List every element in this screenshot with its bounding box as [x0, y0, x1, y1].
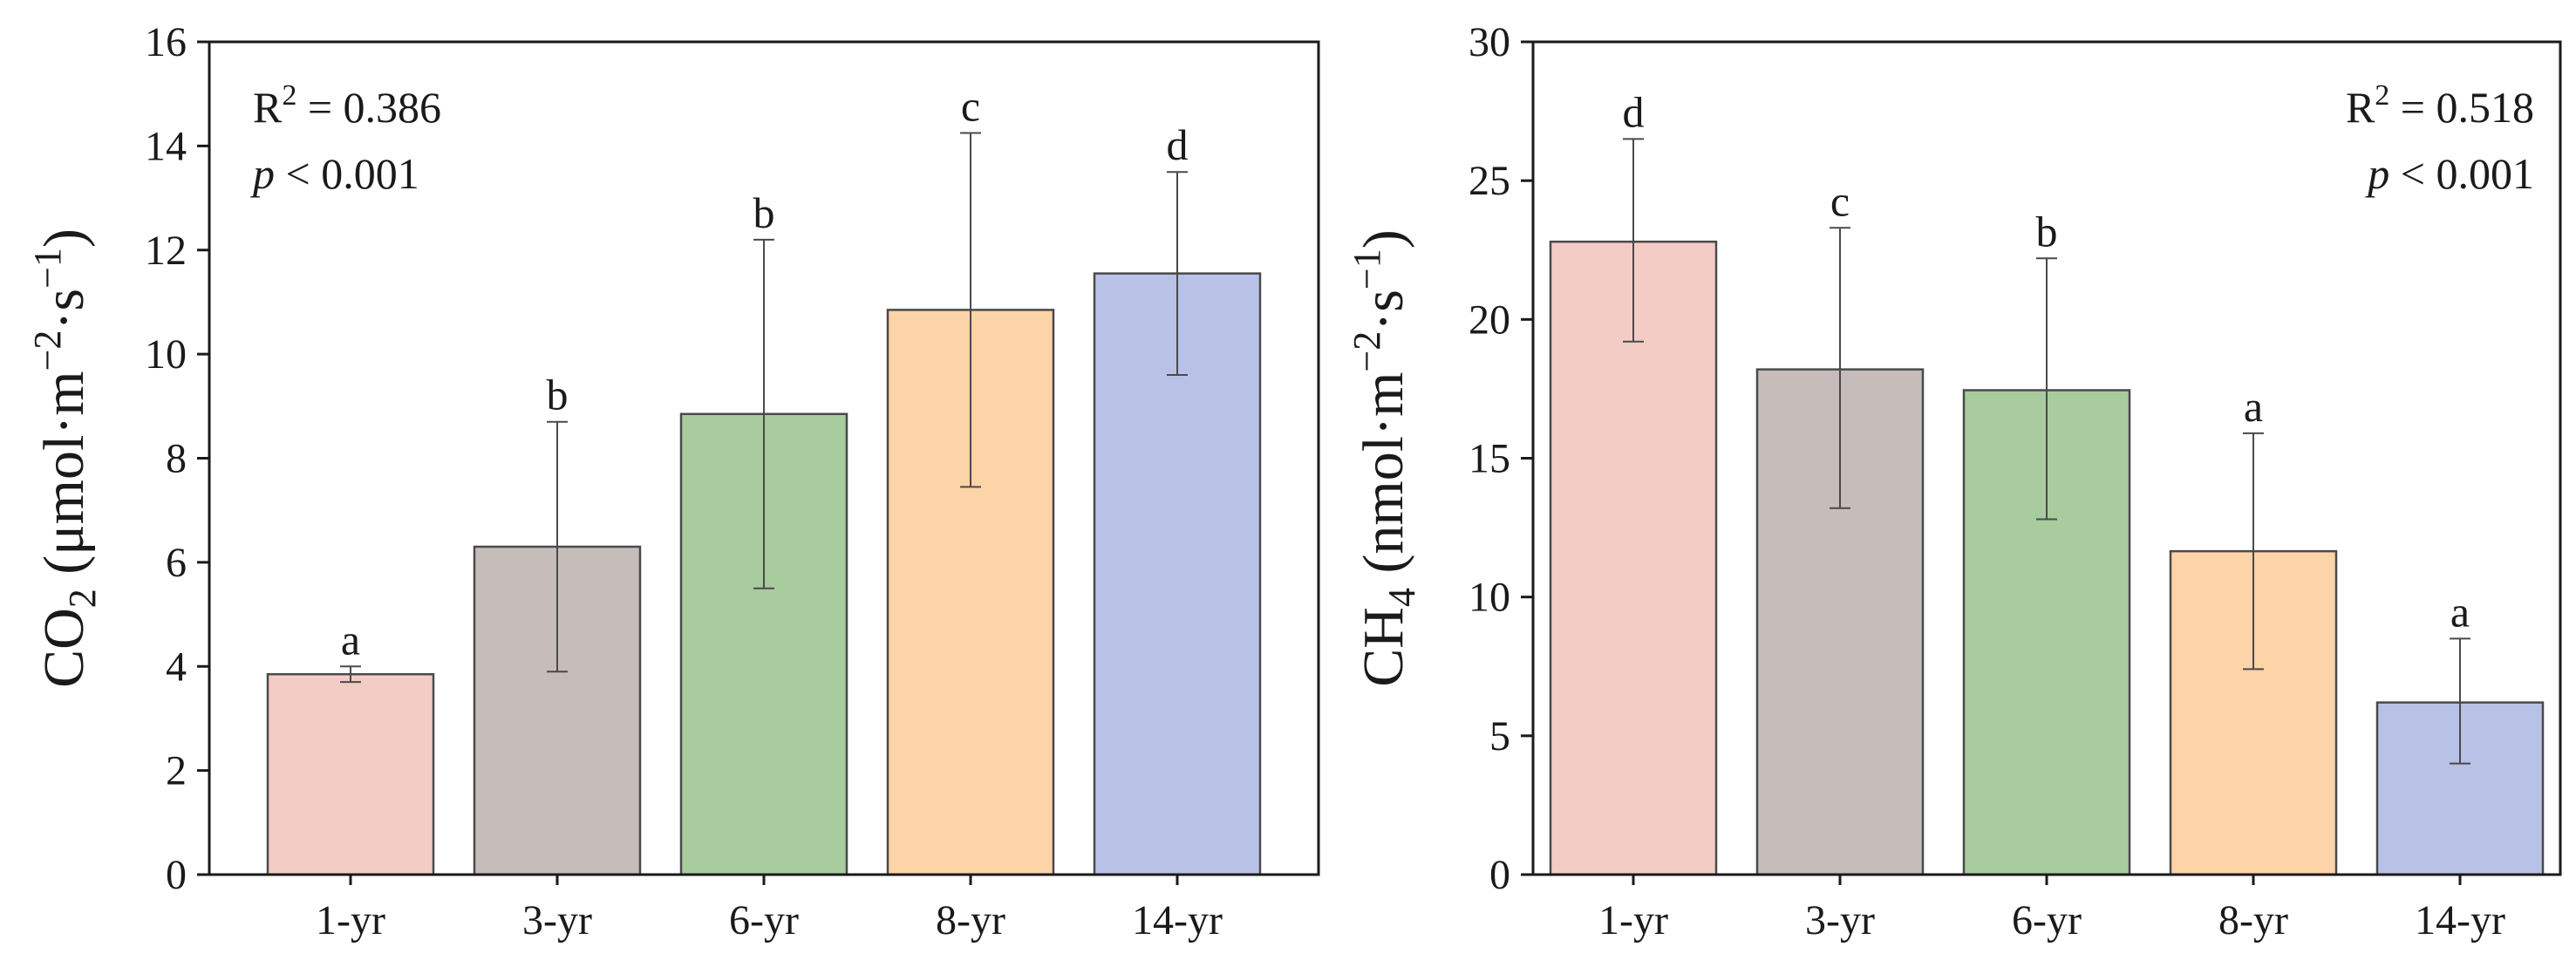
y-tick-label: 30	[1469, 19, 1510, 65]
x-tick-label: 14-yr	[2415, 897, 2505, 943]
y-axis-label: CO2 (μmol·m−2·s−1)	[26, 228, 104, 688]
x-tick-label: 1-yr	[316, 897, 385, 943]
x-tick-label: 8-yr	[936, 897, 1005, 943]
y-tick-label: 10	[1469, 575, 1510, 621]
y-tick-label: 25	[1469, 158, 1510, 204]
bar-1-yr	[266, 672, 435, 876]
y-label-close: )	[32, 228, 96, 248]
r2-superscript: 2	[282, 79, 296, 112]
y-label-species: CH	[1352, 607, 1415, 687]
y-tick-label: 0	[166, 852, 187, 898]
r-squared-annotation: R2 = 0.386	[253, 79, 441, 132]
p-label: p	[2365, 149, 2389, 198]
significance-letter: b	[753, 188, 775, 237]
x-tick-label: 8-yr	[2218, 897, 2288, 943]
r2-label: R	[2346, 83, 2375, 132]
y-label-superscript: −1	[26, 248, 69, 289]
p-value: < 0.001	[2389, 149, 2534, 198]
y-tick-label: 5	[1489, 713, 1510, 759]
x-tick-label: 6-yr	[729, 897, 799, 943]
y-axis-label: CH4 (nmol·m−2·s−1)	[1346, 229, 1423, 686]
r2-label: R	[253, 83, 283, 132]
r2-value: = 0.518	[2389, 83, 2534, 132]
y-tick-label: 6	[166, 540, 187, 586]
y-tick-label: 0	[1489, 852, 1510, 898]
significance-letter: d	[1167, 120, 1189, 169]
y-tick-label: 10	[145, 331, 187, 378]
bar-1-yr	[1549, 240, 1718, 876]
y-label-superscript: −1	[1346, 249, 1388, 289]
x-tick-label: 1-yr	[1598, 897, 1668, 943]
r2-value: = 0.386	[296, 83, 441, 132]
x-tick-label: 6-yr	[2012, 897, 2082, 943]
x-tick-label: 3-yr	[1805, 897, 1875, 943]
y-tick-label: 16	[145, 19, 187, 65]
significance-letter: a	[2450, 587, 2470, 636]
y-label-superscript: −2	[26, 330, 69, 371]
y-label-unit: (nmol·m	[1352, 372, 1415, 588]
x-tick-label: 14-yr	[1132, 897, 1223, 943]
significance-letter: a	[341, 615, 360, 664]
y-label-unit-mid: ·s	[32, 289, 96, 330]
y-label-close: )	[1352, 229, 1415, 249]
y-tick-label: 2	[166, 748, 187, 794]
y-label-superscript: −2	[1346, 331, 1388, 372]
p-value-annotation: p < 0.001	[2365, 149, 2534, 198]
y-tick-label: 15	[1469, 436, 1510, 482]
y-label-unit: (μmol·m	[32, 371, 96, 589]
x-tick-label: 3-yr	[522, 897, 592, 943]
significance-letter: d	[1623, 87, 1645, 136]
significance-letter: c	[1830, 176, 1850, 225]
y-tick-label: 20	[1469, 296, 1510, 343]
significance-letter: a	[2244, 382, 2263, 431]
y-label-subscript: 4	[1380, 588, 1423, 607]
r-squared-annotation: R2 = 0.518	[2346, 79, 2534, 132]
y-label-species: CO	[32, 608, 96, 688]
y-label-unit-mid: ·s	[1352, 289, 1415, 331]
chart-panel-2: d 1-yr c 3-yr b 6-yr a 8-yr a 14-yr 0 5 10 15 20 25 30 CH…	[1346, 19, 2562, 943]
significance-letter: b	[547, 371, 569, 419]
y-tick-label: 4	[166, 644, 187, 690]
significance-letter: c	[961, 81, 980, 130]
y-label-subscript: 2	[61, 589, 104, 608]
p-label: p	[250, 149, 275, 198]
y-tick-label: 14	[145, 123, 187, 169]
significance-letter: b	[2036, 207, 2058, 255]
y-tick-label: 8	[166, 436, 187, 482]
p-value: < 0.001	[275, 149, 419, 198]
y-tick-label: 12	[145, 228, 187, 274]
r2-superscript: 2	[2375, 79, 2389, 112]
chart-panel-1: a 1-yr b 3-yr b 6-yr c 8-yr d 14-yr 0 2 4 6 8 10 12 14 16 C…	[26, 19, 1320, 943]
p-value-annotation: p < 0.001	[250, 149, 419, 198]
